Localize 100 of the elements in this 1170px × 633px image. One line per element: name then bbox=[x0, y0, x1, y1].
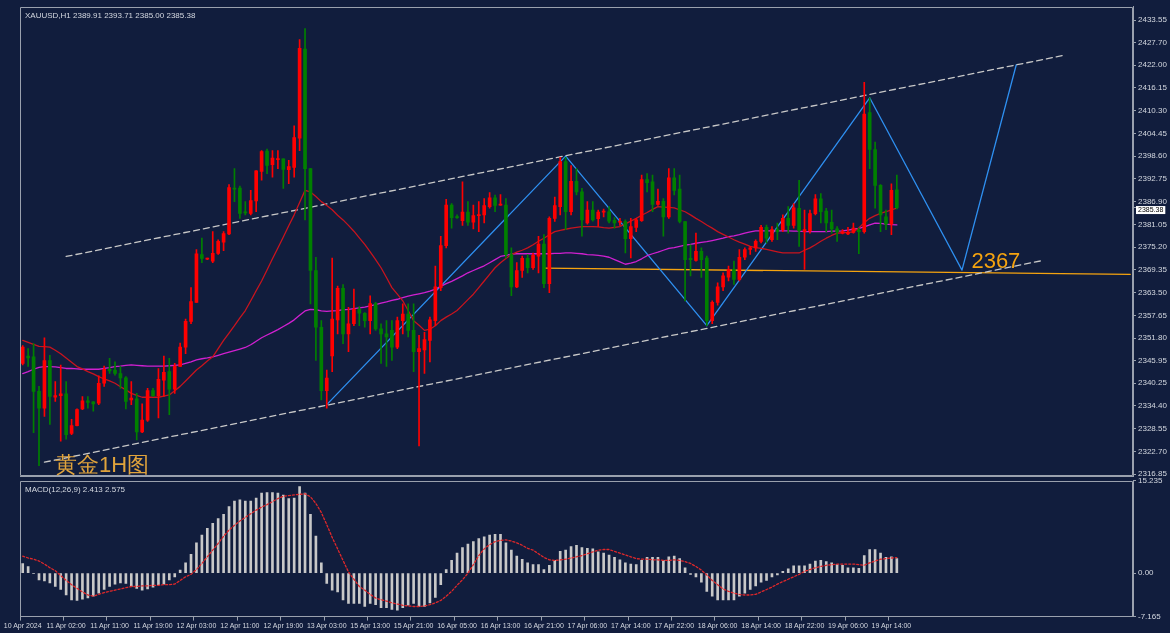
bar bbox=[325, 573, 329, 584]
bar bbox=[146, 573, 149, 590]
bar bbox=[423, 573, 426, 607]
bar bbox=[710, 573, 714, 597]
bar bbox=[705, 573, 709, 592]
bar bbox=[53, 573, 57, 587]
bar bbox=[640, 560, 643, 573]
bar bbox=[890, 556, 893, 573]
bar bbox=[347, 573, 350, 604]
bar bbox=[841, 564, 844, 573]
bar bbox=[482, 536, 486, 573]
bar bbox=[586, 547, 589, 573]
y-tick-label: 15.235 bbox=[1138, 476, 1164, 485]
bar bbox=[765, 573, 768, 581]
bar bbox=[287, 498, 291, 573]
bar bbox=[205, 527, 209, 573]
bar bbox=[520, 558, 524, 573]
bar bbox=[596, 551, 600, 573]
bar bbox=[157, 573, 160, 586]
bar bbox=[401, 573, 405, 609]
bar bbox=[184, 562, 187, 573]
bar bbox=[309, 514, 312, 573]
bar bbox=[743, 573, 747, 594]
bar bbox=[211, 523, 215, 573]
bar bbox=[754, 573, 757, 587]
bar bbox=[412, 573, 415, 604]
bar bbox=[824, 561, 828, 573]
bar bbox=[678, 558, 681, 573]
bar bbox=[406, 573, 410, 606]
bar bbox=[281, 494, 285, 573]
bar bbox=[59, 573, 63, 590]
bar bbox=[634, 564, 638, 573]
bar bbox=[499, 534, 502, 573]
bar bbox=[857, 567, 861, 573]
bar bbox=[254, 497, 258, 573]
bar bbox=[374, 573, 377, 606]
line-series bbox=[22, 493, 898, 608]
bar bbox=[786, 568, 790, 573]
bar bbox=[292, 497, 296, 573]
bar bbox=[81, 573, 84, 600]
bar bbox=[319, 562, 323, 573]
bar bbox=[434, 573, 437, 598]
bar bbox=[439, 573, 443, 586]
bar bbox=[716, 573, 719, 601]
bar bbox=[738, 573, 741, 597]
bar bbox=[862, 555, 866, 573]
bar bbox=[108, 573, 111, 587]
bar bbox=[43, 573, 46, 582]
bar bbox=[385, 573, 388, 609]
bar bbox=[271, 492, 274, 573]
bar bbox=[624, 562, 627, 573]
bar bbox=[662, 560, 665, 573]
bar bbox=[195, 542, 198, 573]
bar bbox=[119, 573, 122, 584]
bar bbox=[91, 573, 95, 597]
bar bbox=[613, 557, 616, 573]
bar bbox=[135, 573, 139, 589]
bar bbox=[553, 560, 557, 573]
bar bbox=[396, 573, 399, 611]
bar bbox=[515, 555, 519, 573]
bar bbox=[748, 573, 752, 590]
bar bbox=[444, 569, 448, 573]
bar bbox=[879, 552, 882, 573]
bar bbox=[358, 573, 361, 604]
bar bbox=[526, 562, 529, 573]
bar bbox=[173, 573, 177, 578]
bar bbox=[819, 560, 823, 573]
bar bbox=[651, 557, 654, 573]
bar bbox=[330, 573, 334, 591]
bar bbox=[602, 552, 605, 573]
bar bbox=[629, 563, 633, 573]
bar bbox=[129, 573, 133, 587]
bar bbox=[488, 534, 491, 573]
bar bbox=[97, 573, 101, 594]
bar bbox=[830, 562, 834, 573]
bar bbox=[575, 544, 578, 573]
bar bbox=[260, 492, 263, 573]
bar bbox=[510, 549, 513, 573]
bar bbox=[727, 573, 730, 601]
bar bbox=[167, 573, 171, 581]
y-tick-label: 0.00 bbox=[1138, 568, 1155, 578]
bar bbox=[564, 549, 567, 573]
bar bbox=[450, 560, 453, 573]
bar bbox=[667, 556, 671, 573]
y-tick-label: -7.165 bbox=[1138, 611, 1162, 621]
text: MACD(12,26,9) 2.413 2.575 bbox=[25, 484, 126, 494]
bar bbox=[537, 564, 540, 573]
bar bbox=[461, 547, 464, 573]
bar bbox=[792, 565, 795, 573]
bar bbox=[852, 567, 855, 573]
bar bbox=[558, 551, 562, 573]
bar bbox=[895, 558, 899, 573]
bar bbox=[363, 573, 367, 607]
bar bbox=[298, 486, 301, 573]
bar bbox=[249, 500, 253, 573]
bar bbox=[336, 573, 339, 593]
bar bbox=[477, 538, 481, 573]
bar bbox=[21, 563, 25, 573]
bar bbox=[243, 500, 247, 573]
bar bbox=[233, 500, 236, 573]
